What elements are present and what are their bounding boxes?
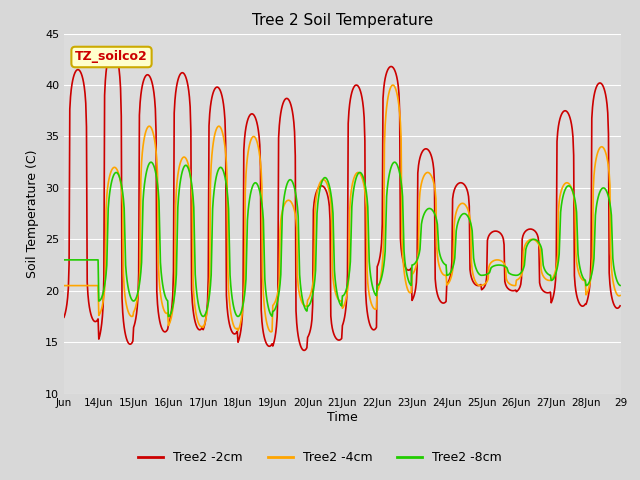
X-axis label: Time: Time (327, 411, 358, 424)
Title: Tree 2 Soil Temperature: Tree 2 Soil Temperature (252, 13, 433, 28)
Text: TZ_soilco2: TZ_soilco2 (75, 50, 148, 63)
Legend: Tree2 -2cm, Tree2 -4cm, Tree2 -8cm: Tree2 -2cm, Tree2 -4cm, Tree2 -8cm (133, 446, 507, 469)
Y-axis label: Soil Temperature (C): Soil Temperature (C) (26, 149, 40, 278)
